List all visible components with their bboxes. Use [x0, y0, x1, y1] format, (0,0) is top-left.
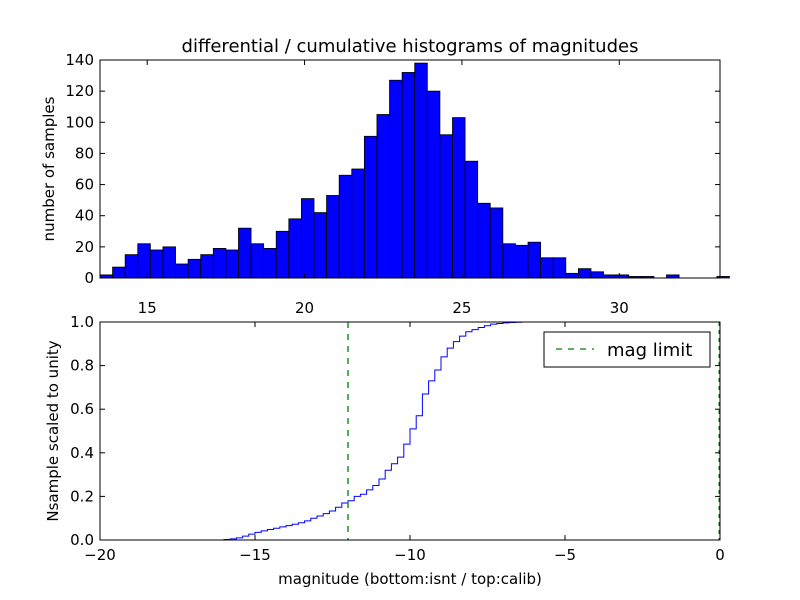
chart-title: differential / cumulative histograms of …	[182, 36, 639, 57]
top-y-tick-label: 0	[84, 269, 94, 287]
top-y-tick-label: 120	[65, 82, 94, 100]
bottom-x-tick-label: −20	[84, 546, 116, 564]
histogram-bar	[175, 263, 189, 279]
top-y-tick-label: 80	[75, 144, 94, 162]
histogram-bar	[200, 254, 214, 279]
histogram-bar	[250, 243, 265, 279]
bottom-x-tick-label: 0	[715, 546, 725, 564]
histogram-bar	[527, 241, 542, 279]
top-y-axis-label: number of samples	[40, 96, 58, 241]
bottom-cumulative-panel: −20 −15 −10 −5 0 0.0 0.2 0.4 0.6 0.8 1.0 Nsample s…	[44, 313, 725, 588]
bottom-y-tick-label: 0.0	[70, 531, 94, 549]
histogram-bar	[363, 135, 378, 279]
histogram-bar	[439, 134, 453, 279]
histogram-bar	[426, 90, 441, 279]
top-x-tick-label: 15	[138, 299, 157, 317]
histogram-bar	[414, 62, 428, 279]
histogram-bar	[275, 230, 290, 279]
histogram-bar	[577, 268, 592, 279]
top-histogram-panel: differential / cumulative histograms of …	[40, 36, 730, 317]
top-axes-frame	[99, 59, 721, 279]
histogram-bar	[401, 72, 416, 279]
bottom-axis-ticks: −20 −15 −10 −5 0 0.0 0.2 0.4 0.6 0.8 1.0	[70, 313, 725, 564]
top-axis-ticks: 15 20 25 30 0 20 40 60 80 100 120 140	[65, 51, 720, 317]
histogram-bar	[502, 243, 516, 279]
bottom-y-tick-label: 0.4	[70, 444, 94, 462]
top-y-tick-label: 20	[75, 238, 94, 256]
histogram-bar	[187, 258, 202, 279]
histogram-bar	[137, 243, 151, 279]
histogram-bar	[452, 117, 466, 279]
histogram-bar	[301, 198, 315, 279]
top-y-tick-label: 140	[65, 51, 94, 69]
top-x-tick-label: 20	[295, 299, 314, 317]
top-x-tick-label: 25	[452, 299, 471, 317]
bottom-y-tick-label: 0.6	[70, 400, 94, 418]
histogram-bar	[338, 174, 353, 279]
histogram-bar	[590, 271, 604, 279]
top-y-tick-label: 60	[75, 176, 94, 194]
histogram-bar	[225, 249, 239, 279]
histogram-bar	[540, 257, 554, 279]
histogram-bar	[565, 272, 579, 279]
histogram-bar	[112, 266, 126, 279]
histogram-bar	[162, 246, 176, 279]
histogram-bar	[389, 79, 403, 279]
bottom-y-axis-label: Nsample scaled to unity	[44, 340, 62, 521]
histogram-bar	[351, 168, 365, 279]
histogram-bar	[489, 207, 504, 279]
histogram-bar	[515, 244, 529, 279]
histogram-bar	[326, 195, 340, 279]
histogram-bars	[99, 62, 730, 279]
top-x-tick-label: 30	[610, 299, 629, 317]
bottom-x-tick-label: −5	[554, 546, 576, 564]
top-y-tick-label: 100	[65, 113, 94, 131]
histogram-bar	[288, 218, 302, 279]
bottom-y-tick-label: 0.2	[70, 487, 94, 505]
histogram-bar	[477, 202, 491, 279]
histogram-bar	[313, 212, 328, 279]
histogram-bar	[149, 249, 164, 279]
cumulative-step-line	[100, 321, 720, 541]
histogram-bar	[124, 254, 139, 279]
histogram-bar	[238, 227, 252, 279]
histogram-bar	[212, 248, 227, 279]
legend-mag-limit-label: mag limit	[607, 340, 692, 361]
histogram-bar	[716, 276, 730, 279]
bottom-x-tick-label: −15	[239, 546, 271, 564]
bottom-x-tick-label: −10	[394, 546, 426, 564]
bottom-y-tick-label: 0.8	[70, 357, 94, 375]
bottom-x-axis-label: magnitude (bottom:isnt / top:calib)	[278, 570, 542, 588]
histogram-bar	[376, 114, 390, 279]
top-y-tick-label: 40	[75, 207, 94, 225]
histogram-bar	[263, 248, 277, 279]
legend: mag limit	[543, 331, 711, 368]
bottom-y-tick-label: 1.0	[70, 313, 94, 331]
cumulative-plot-lines	[100, 321, 720, 541]
histogram-bar	[552, 257, 567, 279]
histogram-bar	[464, 160, 479, 279]
